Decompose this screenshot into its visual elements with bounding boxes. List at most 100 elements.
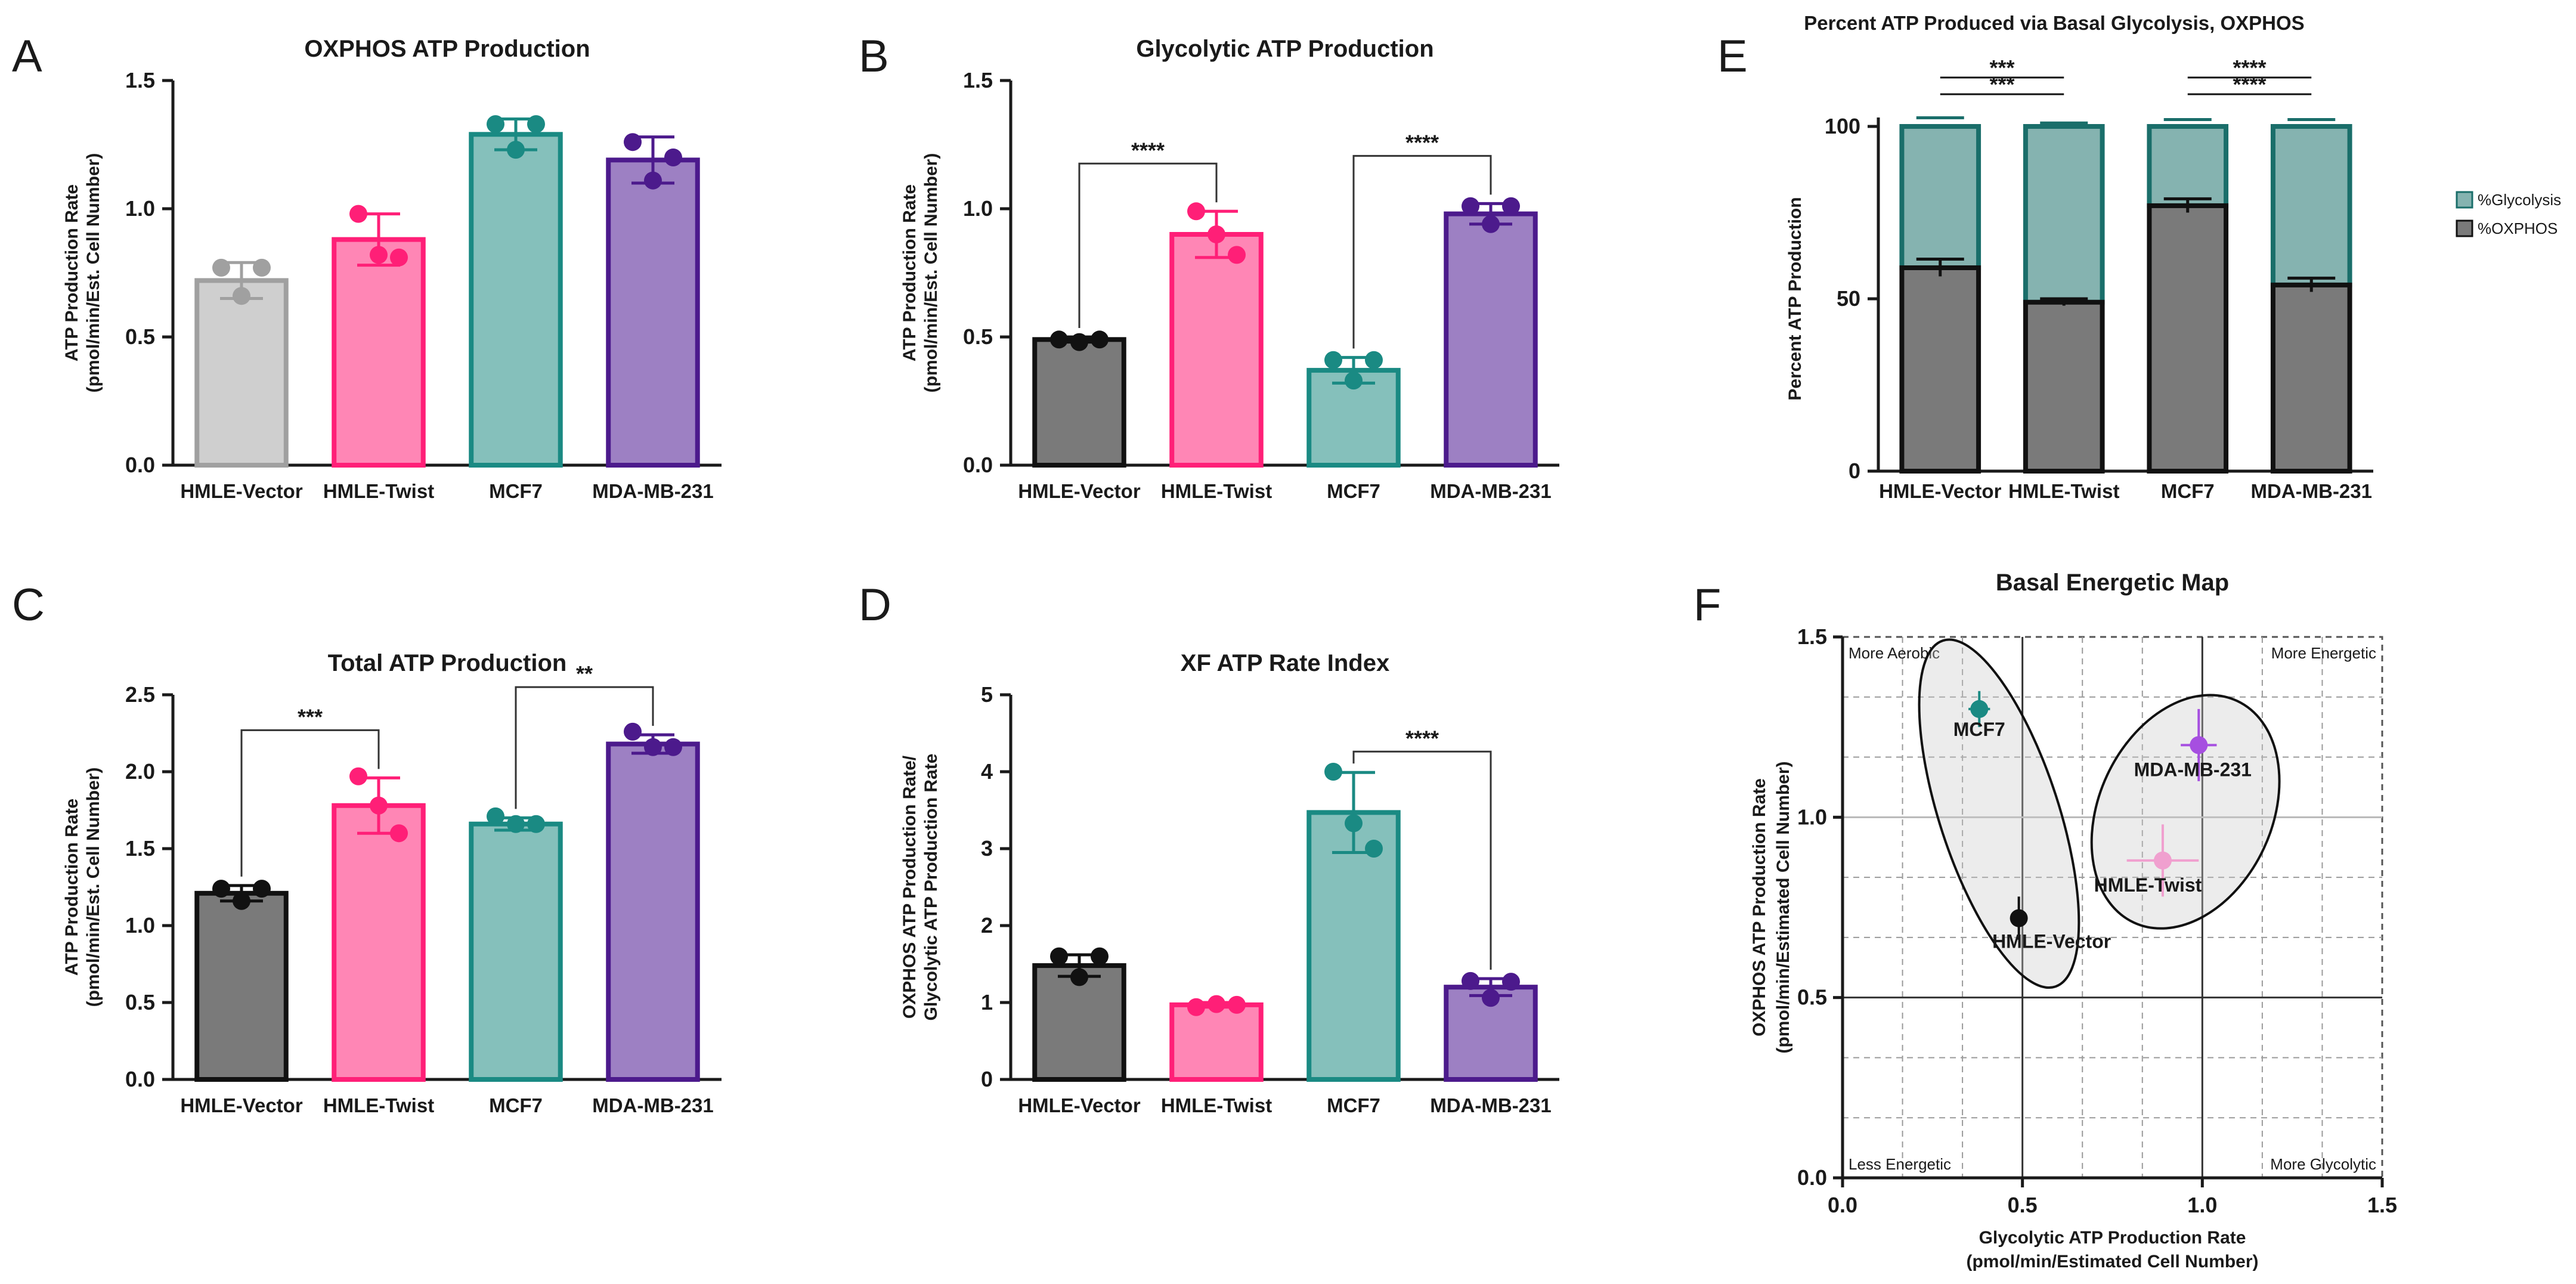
y-tick-label: 0 (981, 1067, 993, 1091)
data-point (233, 287, 250, 305)
panel-e: E Percent ATP Produced via Basal Glycolys… (1717, 12, 2561, 502)
y-axis-label-line: Glycolytic ATP Production Rate (921, 754, 941, 1021)
x-tick-label: HMLE-Twist (323, 480, 434, 502)
scatter-point-group: HMLE-Vector (1992, 896, 2111, 952)
significance-label: **** (2233, 72, 2266, 97)
y-tick-label: 0.5 (963, 324, 993, 349)
x-tick-label: MCF7 (1327, 1094, 1380, 1116)
data-point (624, 722, 642, 741)
y-tick-label: 50 (1837, 286, 1860, 311)
x-axis-label-line: (pmol/min/Estimated Cell Number) (1966, 1252, 2258, 1271)
y-tick-label: 5 (981, 682, 993, 707)
data-point (507, 815, 525, 833)
scatter-point (1970, 700, 1989, 718)
bar (194, 278, 289, 468)
data-point (1187, 202, 1205, 221)
significance-bracket (515, 686, 654, 809)
y-tick-label: 1.5 (963, 68, 993, 92)
x-tick-label: 1.0 (2187, 1193, 2217, 1217)
y-tick-label: 0.5 (1797, 985, 1827, 1010)
x-tick-label: HMLE-Vector (180, 1094, 303, 1116)
data-point (1462, 971, 1479, 990)
y-axis-label-line: ATP Production Rate (900, 184, 919, 361)
bar (606, 157, 700, 468)
significance-bracket (1352, 154, 1492, 349)
data-point (212, 258, 230, 277)
data-point (1228, 246, 1246, 264)
y-tick-label: 0.0 (125, 1067, 155, 1091)
significance-label: *** (298, 704, 323, 729)
scatter-point-group: MCF7 (1953, 691, 2005, 740)
y-axis-label-line: (pmol/min/Estimated Cell Number) (1773, 761, 1793, 1053)
y-axis-label: ATP Production Rate (pmol/min/Est. Cell N… (900, 153, 941, 393)
chart-title: Percent ATP Produced via Basal Glycolysi… (1804, 12, 2304, 34)
data-point (1050, 947, 1068, 966)
significance-label: **** (1405, 130, 1439, 154)
significance-bracket (1352, 750, 1492, 970)
quadrant-label: Less Energetic (1849, 1155, 1951, 1173)
bar-oxphos (1899, 265, 1981, 474)
x-tick-label: 0.5 (2008, 1193, 2038, 1217)
quadrant-label: More Energetic (2271, 644, 2376, 662)
x-tick-label: MCF7 (489, 480, 543, 502)
cluster-ellipse (1918, 638, 2080, 989)
x-tick-label: MCF7 (2161, 480, 2215, 502)
y-axis-label-line: (pmol/min/Est. Cell Number) (83, 153, 103, 393)
data-point (644, 738, 662, 756)
legend-label: %OXPHOS (2478, 219, 2558, 237)
x-tick-label: MDA-MB-231 (592, 480, 714, 502)
panel-f: F Basal Energetic Map 0.0 0.5 1.0 1.5 0.0 0.5 1.… (1693, 570, 2397, 1271)
data-point (664, 148, 682, 166)
data-point (527, 115, 545, 134)
bar (1444, 211, 1538, 468)
x-axis-label-line: Glycolytic ATP Production Rate (1979, 1228, 2246, 1248)
x-tick-label: HMLE-Twist (2008, 480, 2119, 502)
quadrant-label: More Aerobic (1849, 644, 1940, 662)
scatter-point-group: HMLE-Twist (2094, 824, 2202, 897)
y-tick-label: 2.0 (125, 759, 155, 784)
y-tick-label: 1.0 (1797, 805, 1827, 829)
panel-letter: F (1693, 580, 1721, 630)
data-point (1050, 330, 1068, 349)
data-point (1502, 973, 1520, 991)
x-tick-label: MDA-MB-231 (1430, 1094, 1552, 1116)
data-point (370, 246, 388, 264)
x-tick-label: HMLE-Twist (323, 1094, 434, 1116)
data-point (390, 824, 408, 843)
quadrant-label: More Glycolytic (2270, 1155, 2376, 1173)
chart-title: Glycolytic ATP Production (1136, 36, 1433, 62)
x-axis-label: Glycolytic ATP Production Rate (pmol/min/… (1966, 1228, 2258, 1271)
bar-oxphos (2270, 282, 2352, 474)
point-label: HMLE-Twist (2094, 874, 2202, 896)
data-point (1091, 330, 1109, 349)
bar (469, 821, 563, 1082)
x-tick-label: HMLE-Vector (1879, 480, 2002, 502)
significance-bracket (240, 729, 380, 877)
bar (469, 132, 563, 468)
y-axis-label: Percent ATP Production (1785, 197, 1805, 400)
x-tick-label: 0.0 (1828, 1193, 1857, 1217)
panel-a: A OXPHOS ATP Production ATP Production Rat… (12, 31, 722, 502)
y-tick-label: 2.5 (125, 682, 155, 707)
data-point (1345, 814, 1363, 833)
y-axis-label-line: ATP Production Rate (62, 184, 82, 361)
scatter-point (2153, 851, 2172, 870)
x-tick-label: HMLE-Vector (180, 480, 303, 502)
y-tick-label: 0.5 (125, 324, 155, 349)
x-tick-label: MCF7 (1327, 480, 1380, 502)
y-tick-label: 0.0 (963, 453, 993, 477)
data-point (487, 807, 504, 825)
data-point (507, 141, 525, 159)
x-tick-label: HMLE-Twist (1161, 1094, 1272, 1116)
significance-label: **** (2233, 55, 2266, 80)
point-label: MDA-MB-231 (2134, 759, 2252, 780)
scatter-point-group: MDA-MB-231 (2134, 708, 2252, 781)
data-point (1462, 197, 1479, 215)
data-point (1070, 968, 1088, 986)
data-point (1208, 225, 1225, 243)
data-point (1091, 947, 1109, 966)
y-tick-label: 1.0 (125, 196, 155, 221)
point-label: HMLE-Vector (1992, 931, 2111, 952)
chart-title: Total ATP Production (328, 650, 567, 676)
